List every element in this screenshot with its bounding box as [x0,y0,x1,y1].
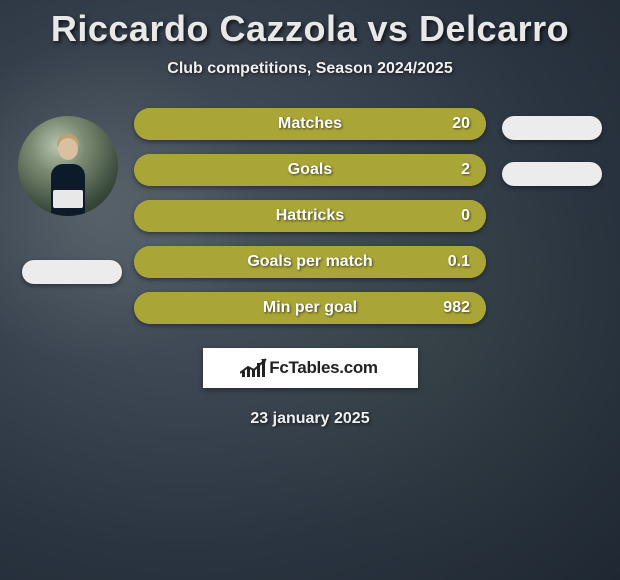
subtitle: Club competitions, Season 2024/2025 [0,60,620,78]
date-label: 23 january 2025 [0,410,620,428]
stat-bar-hattricks: Hattricks 0 [134,200,486,232]
fctables-logo: FcTables.com [203,348,418,388]
stat-bar-min-per-goal: Min per goal 982 [134,292,486,324]
player-left-avatar [18,116,118,216]
stat-value: 2 [461,161,470,179]
page-title: Riccardo Cazzola vs Delcarro [0,0,620,50]
stat-label: Goals [288,161,332,179]
stat-label: Goals per match [247,253,372,271]
player-right-pill-2 [502,162,602,186]
stat-value: 0.1 [448,253,470,271]
stat-label: Matches [278,115,342,133]
stat-value: 0 [461,207,470,225]
stat-value: 982 [443,299,470,317]
player-left-column [8,108,128,284]
stat-bar-goals: Goals 2 [134,154,486,186]
stats-bars: Matches 20 Goals 2 Hattricks 0 Goals per match… [128,108,492,324]
player-right-column [492,108,612,186]
stat-bar-matches: Matches 20 [134,108,486,140]
avatar-shorts [53,190,83,208]
stat-bar-goals-per-match: Goals per match 0.1 [134,246,486,278]
stat-label: Min per goal [263,299,357,317]
stat-label: Hattricks [276,207,344,225]
player-right-pill-1 [502,116,602,140]
comparison-card: Riccardo Cazzola vs Delcarro Club compet… [0,0,620,580]
stat-value: 20 [452,115,470,133]
avatar-head [58,138,78,160]
logo-text: FcTables.com [269,358,378,378]
player-left-name-pill [22,260,122,284]
logo-bars-icon [242,359,265,377]
logo-arrow-icon [240,357,268,377]
main-row: Matches 20 Goals 2 Hattricks 0 Goals per match… [0,108,620,324]
